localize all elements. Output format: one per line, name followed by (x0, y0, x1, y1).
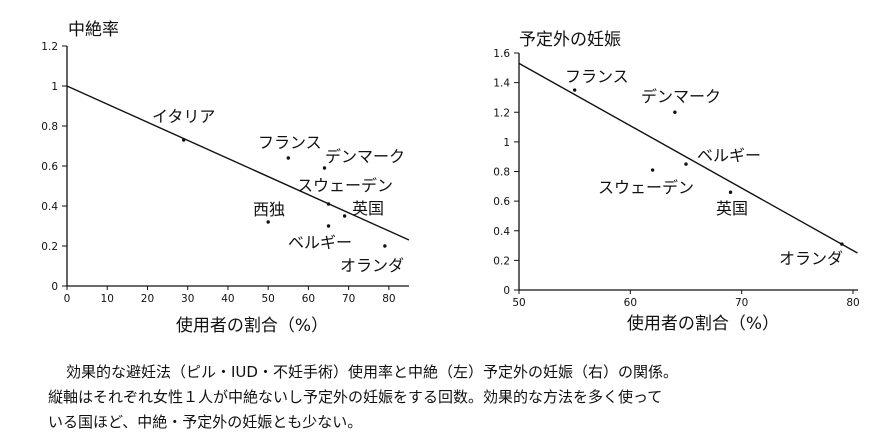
y-tick-label: 0.6 (493, 196, 510, 208)
point-label-denmark: デンマーク (325, 147, 405, 166)
data-points (181, 138, 387, 248)
y-tick-label: 1.2 (41, 41, 58, 53)
y-tick-label: 1 (51, 81, 58, 93)
x-tick-label: 50 (512, 297, 525, 309)
y-tick-label: 1.4 (493, 78, 510, 90)
point-label-netherlands: オランダ (340, 256, 404, 275)
x-tick-label: 30 (181, 293, 194, 305)
y-tick-label: 0.8 (41, 121, 58, 133)
x-tick-label: 80 (382, 293, 395, 305)
point-label-uk: 英国 (716, 199, 748, 218)
point-label-belgium: ベルギー (288, 233, 352, 252)
axes: 0 0.2 0.4 0.6 0.8 1 1.2 0 10 20 30 40 50 60 70 80 (41, 41, 409, 305)
x-tick-label: 10 (101, 293, 114, 305)
y-tick-label: 0.2 (493, 255, 510, 267)
point-label-italy: イタリア (152, 107, 215, 126)
point-label-france: フランス (565, 67, 629, 86)
data-point-5 (840, 242, 844, 246)
data-point-0 (181, 138, 186, 142)
y-tick-label: 0 (503, 285, 510, 297)
pregnancy-chart-x-axis-label: 使用者の割合（%） (627, 313, 779, 334)
data-point-1 (673, 110, 677, 114)
trend-line (66, 85, 410, 241)
y-tick-label: 0.4 (41, 201, 58, 213)
data-point-1 (286, 156, 290, 160)
y-tick-label: 0.2 (41, 241, 58, 253)
axes: 0 0.2 0.4 0.6 0.8 1 1.2 1.4 1.6 50 60 70 80 (493, 48, 859, 309)
point-label-sweden: スウェーデン (598, 178, 694, 197)
charts-figure: 中絶率 使用者の割合（%） イタリア フランス デンマーク スウェーデン 西独 … (41, 20, 859, 336)
x-tick-label: 70 (342, 293, 355, 305)
y-tick-label: 1.2 (493, 107, 510, 119)
data-point-7 (383, 244, 387, 248)
x-tick-label: 50 (261, 293, 274, 305)
data-point-4 (266, 220, 270, 224)
data-point-4 (728, 190, 733, 194)
x-tick-label: 60 (302, 293, 315, 305)
abortion-rate-axis-title: 中絶率 (68, 20, 119, 40)
unplanned-pregnancy-axis-title: 予定外の妊娠 (519, 30, 621, 50)
y-tick-label: 0.6 (41, 161, 58, 173)
point-label-sweden: スウェーデン (297, 176, 393, 195)
data-points (572, 88, 844, 246)
y-tick-label: 0.8 (493, 167, 510, 179)
caption-line: 効果的な避妊法（ピル・IUD・不妊手術）使用率と中絶（左）予定外の妊娠（右）の関… (66, 363, 678, 381)
point-label-netherlands: オランダ (779, 249, 843, 268)
y-tick-label: 0 (51, 281, 58, 293)
x-tick-label: 70 (735, 297, 748, 309)
point-label-denmark: デンマーク (641, 87, 721, 106)
caption-line: いる国ほど、中絶・予定外の妊娠とも少ない。 (48, 413, 363, 431)
x-tick-label: 0 (64, 293, 71, 305)
y-tick-label: 0.4 (493, 226, 510, 238)
point-label-west-germany: 西独 (253, 200, 285, 219)
y-tick-label: 1 (503, 137, 510, 149)
trend-line (518, 62, 858, 254)
x-tick-label: 60 (624, 297, 637, 309)
x-tick-label: 20 (141, 293, 154, 305)
abortion-rate-chart: 中絶率 使用者の割合（%） イタリア フランス デンマーク スウェーデン 西独 … (41, 20, 410, 336)
unplanned-pregnancy-chart: 予定外の妊娠 使用者の割合（%） フランス デンマーク ベルギー スウェーデン … (493, 30, 859, 334)
data-point-3 (326, 202, 331, 206)
point-label-belgium: ベルギー (697, 146, 761, 165)
data-point-6 (326, 224, 331, 228)
caption-line: 縦軸はそれぞれ女性１人が中絶ないし予定外の妊娠をする回数。効果的な方法を多く使っ… (48, 388, 663, 406)
x-tick-label: 80 (846, 297, 859, 309)
point-label-uk: 英国 (352, 199, 384, 218)
data-point-2 (684, 162, 688, 166)
x-tick-label: 40 (221, 293, 234, 305)
data-point-5 (342, 214, 347, 218)
data-point-3 (650, 168, 655, 172)
data-point-2 (322, 166, 327, 170)
y-tick-label: 1.6 (493, 48, 510, 60)
data-point-0 (572, 88, 577, 92)
point-label-france: フランス (258, 133, 322, 152)
pregnancy-chart-point-labels: フランス デンマーク ベルギー スウェーデン 英国 オランダ (565, 67, 843, 268)
abortion-chart-x-axis-label: 使用者の割合（%） (176, 315, 328, 336)
abortion-chart-point-labels: イタリア フランス デンマーク スウェーデン 西独 英国 ベルギー オランダ (152, 107, 405, 275)
